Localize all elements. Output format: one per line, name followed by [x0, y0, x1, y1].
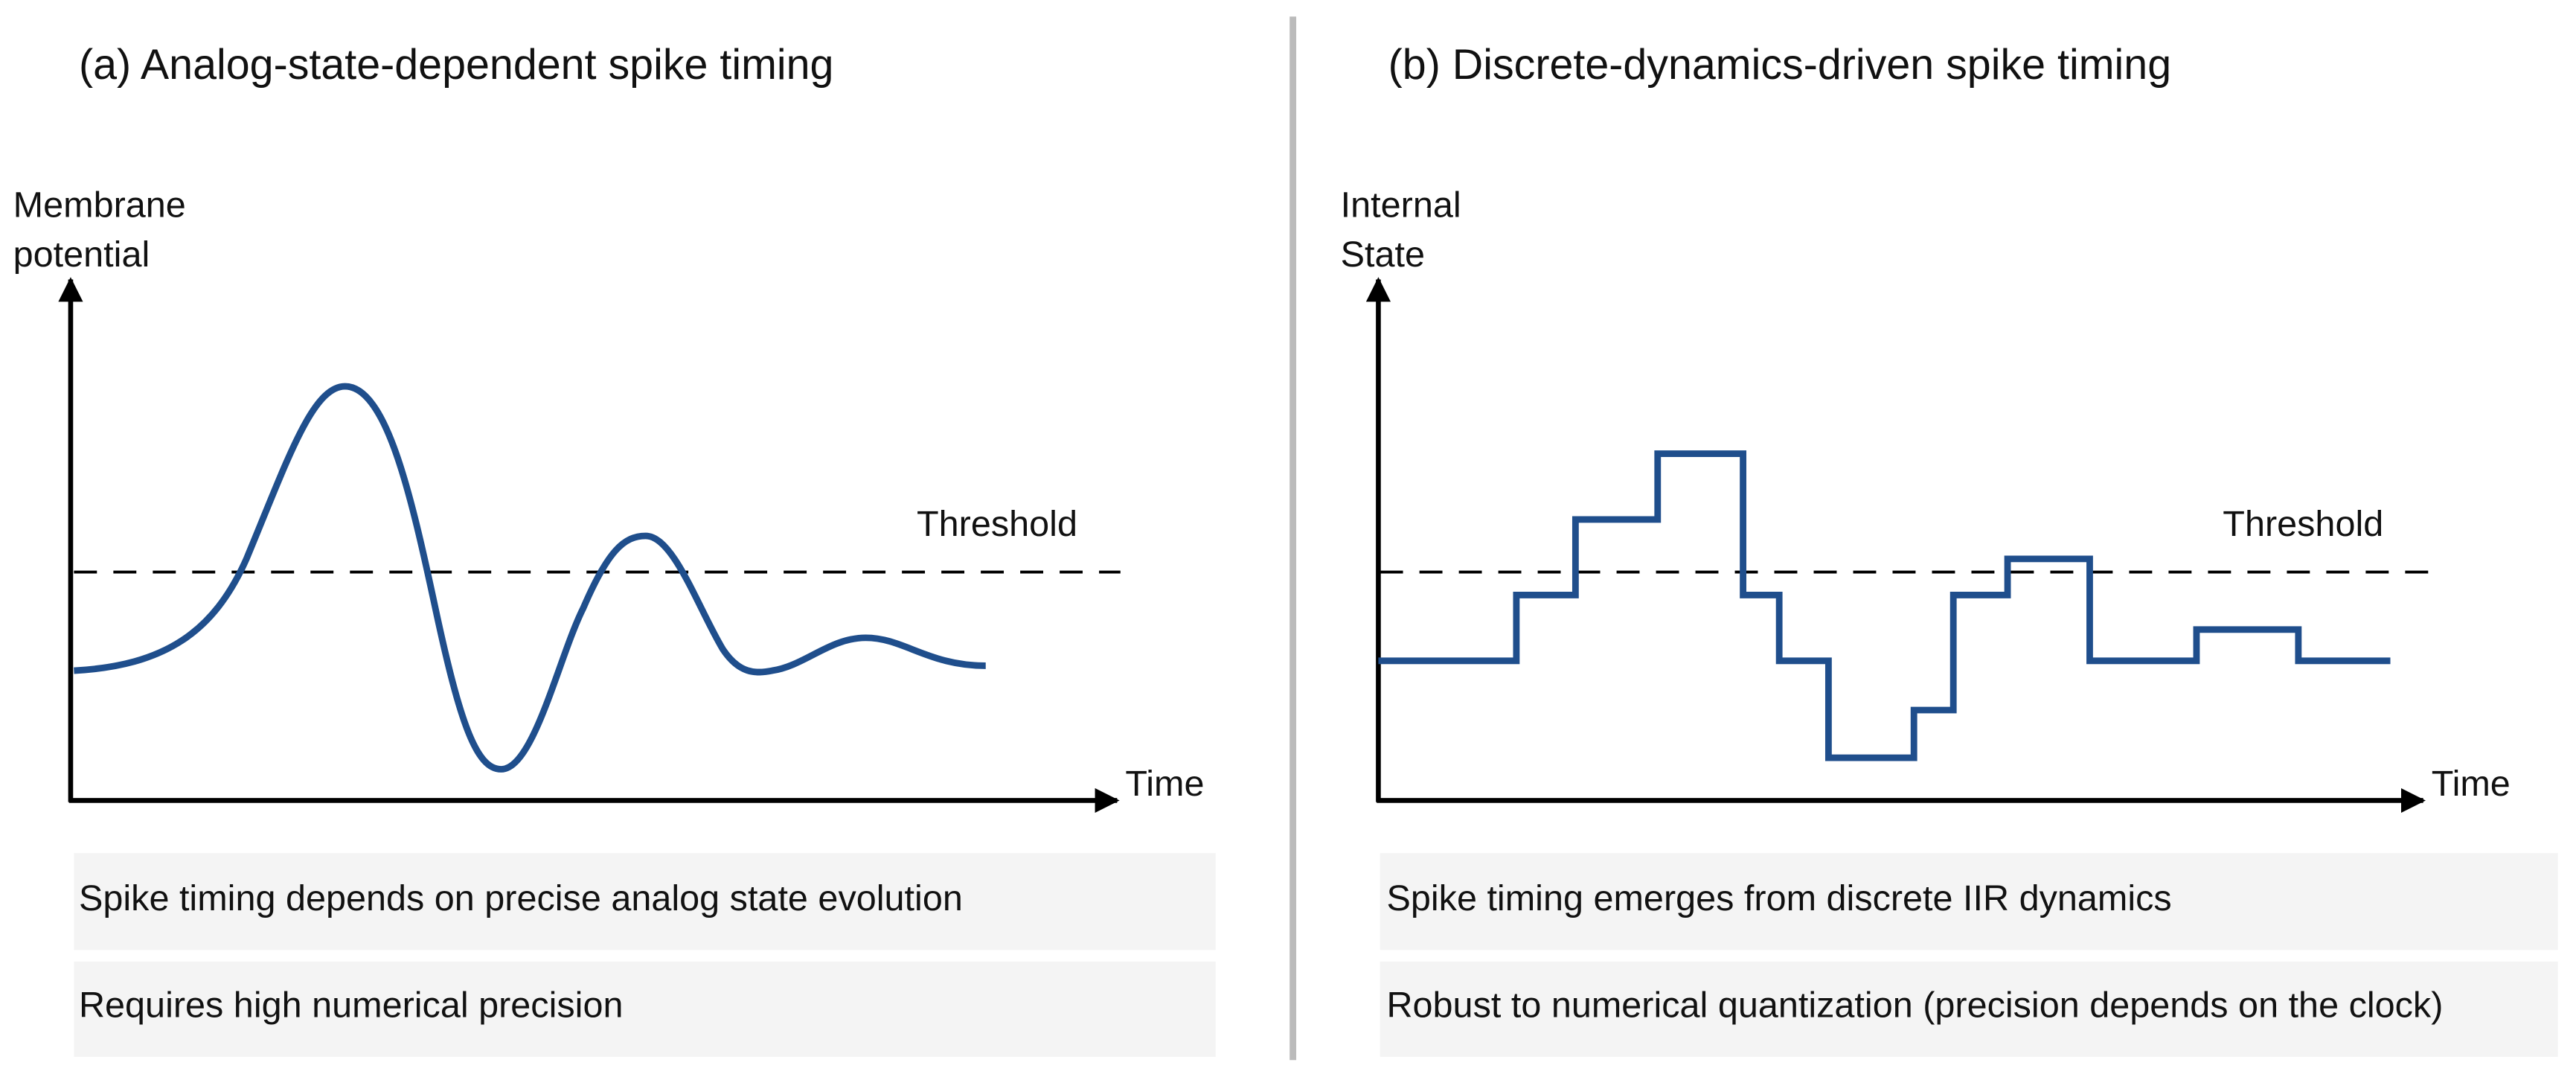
analog-curve: [74, 383, 986, 773]
note-box: [1380, 853, 2558, 950]
note-box: [74, 853, 1216, 950]
step-curve: [1378, 450, 2391, 761]
y-label: Internal: [1341, 185, 1461, 226]
y-label: potential: [13, 234, 150, 275]
panel-title: (b) Discrete-dynamics-driven spike timin…: [1388, 41, 2171, 89]
panel-a: (a) Analog-state-dependent spike timing …: [13, 41, 1216, 1057]
panel-b: (b) Discrete-dynamics-driven spike timin…: [1341, 41, 2558, 1057]
threshold-label: Threshold: [2223, 504, 2383, 544]
note: Spike timing depends on precise analog s…: [79, 878, 963, 918]
note: Requires high numerical precision: [79, 985, 624, 1025]
note: Robust to numerical quantization (precis…: [1386, 985, 2443, 1025]
y-label: Membrane: [13, 185, 186, 226]
x-label: Time: [2432, 764, 2511, 804]
threshold-label: Threshold: [917, 504, 1077, 544]
x-label: Time: [1125, 764, 1204, 804]
note-box: [74, 961, 1216, 1057]
y-label: State: [1341, 234, 1425, 275]
note-box: [1380, 961, 2558, 1057]
note: Spike timing emerges from discrete IIR d…: [1386, 878, 2171, 918]
panel-title: (a) Analog-state-dependent spike timing: [79, 41, 834, 89]
